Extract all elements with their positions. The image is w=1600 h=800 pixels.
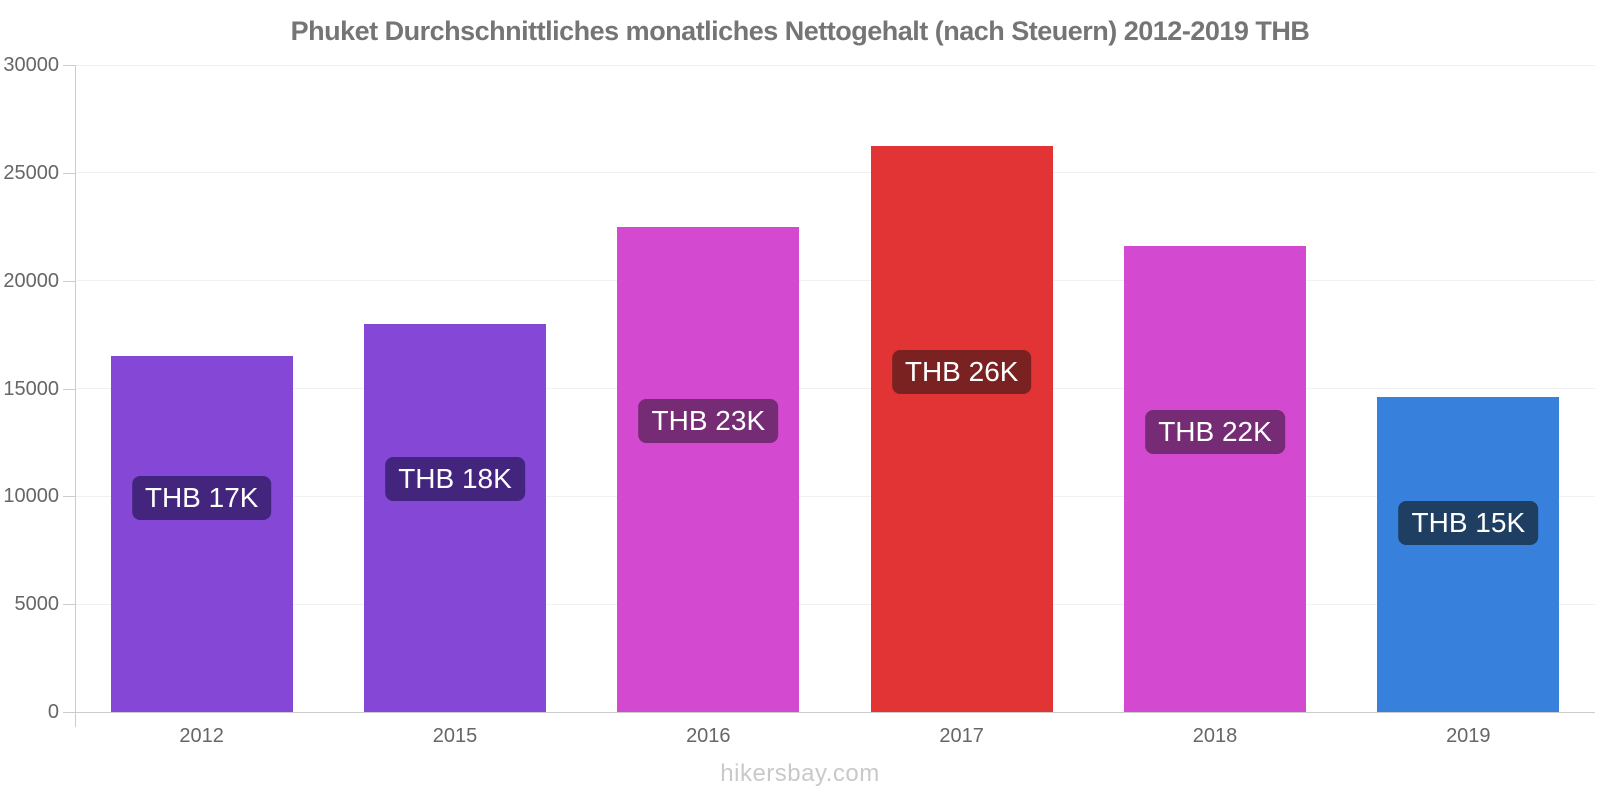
x-axis-line [75, 712, 1595, 713]
y-axis-line [75, 65, 76, 712]
chart-title: Phuket Durchschnittliches monatliches Ne… [290, 16, 1310, 46]
bar-value-label-2016: THB 23K [638, 398, 779, 443]
bar-2015[interactable] [364, 323, 546, 712]
y-axis-label-10000: 10000 [3, 485, 59, 508]
bar-value-label-2019: THB 15K [1398, 500, 1539, 545]
bar-2012[interactable] [110, 356, 293, 712]
gridline-20000 [75, 280, 1595, 282]
y-axis-tick-5000 [63, 604, 75, 606]
gridline-30000 [75, 64, 1595, 66]
y-axis-tick-10000 [63, 496, 75, 498]
bar-2019[interactable] [1377, 396, 1560, 712]
y-axis-label-0: 0 [47, 701, 59, 723]
y-axis-tick-0 [63, 712, 75, 713]
bar-value-label-2017: THB 26K [891, 350, 1032, 395]
x-axis-label-2015: 2015 [432, 725, 478, 747]
bar-value-label-2012: THB 17K [131, 476, 272, 521]
y-axis-tick-30000 [63, 65, 75, 66]
gridline-10000 [75, 495, 1595, 497]
y-axis-label-25000: 25000 [3, 161, 59, 184]
gridline-15000 [75, 388, 1595, 389]
bar-value-label-2015: THB 18K [385, 457, 525, 502]
watermark-hikersbay: hikersbay.com [720, 760, 880, 787]
y-axis-label-20000: 20000 [3, 269, 59, 292]
x-axis-label-2012: 2012 [179, 725, 224, 747]
x-axis-label-2016: 2016 [686, 725, 731, 747]
y-axis-label-15000: 15000 [3, 377, 59, 400]
x-axis-tick [75, 713, 76, 727]
gridline-5000 [75, 603, 1595, 605]
bar-2016[interactable] [617, 226, 800, 712]
x-axis-label-2017: 2017 [939, 725, 984, 747]
y-axis-tick-20000 [63, 280, 75, 282]
bar-value-label-2018: THB 22K [1145, 410, 1285, 455]
bar-2017[interactable] [870, 145, 1053, 712]
y-axis-tick-15000 [63, 388, 75, 390]
y-axis-label-30000: 30000 [3, 54, 59, 76]
x-axis-label-2018: 2018 [1192, 725, 1238, 747]
bar-2018[interactable] [1124, 246, 1306, 712]
gridline-25000 [75, 172, 1595, 174]
y-axis-label-5000: 5000 [14, 593, 60, 616]
x-axis-label-2019: 2019 [1446, 725, 1491, 747]
plot-area: 0 5000 10000 15000 20000 25000 30000 THB 17K THB… [3, 54, 1595, 727]
y-axis-tick-25000 [63, 172, 75, 174]
